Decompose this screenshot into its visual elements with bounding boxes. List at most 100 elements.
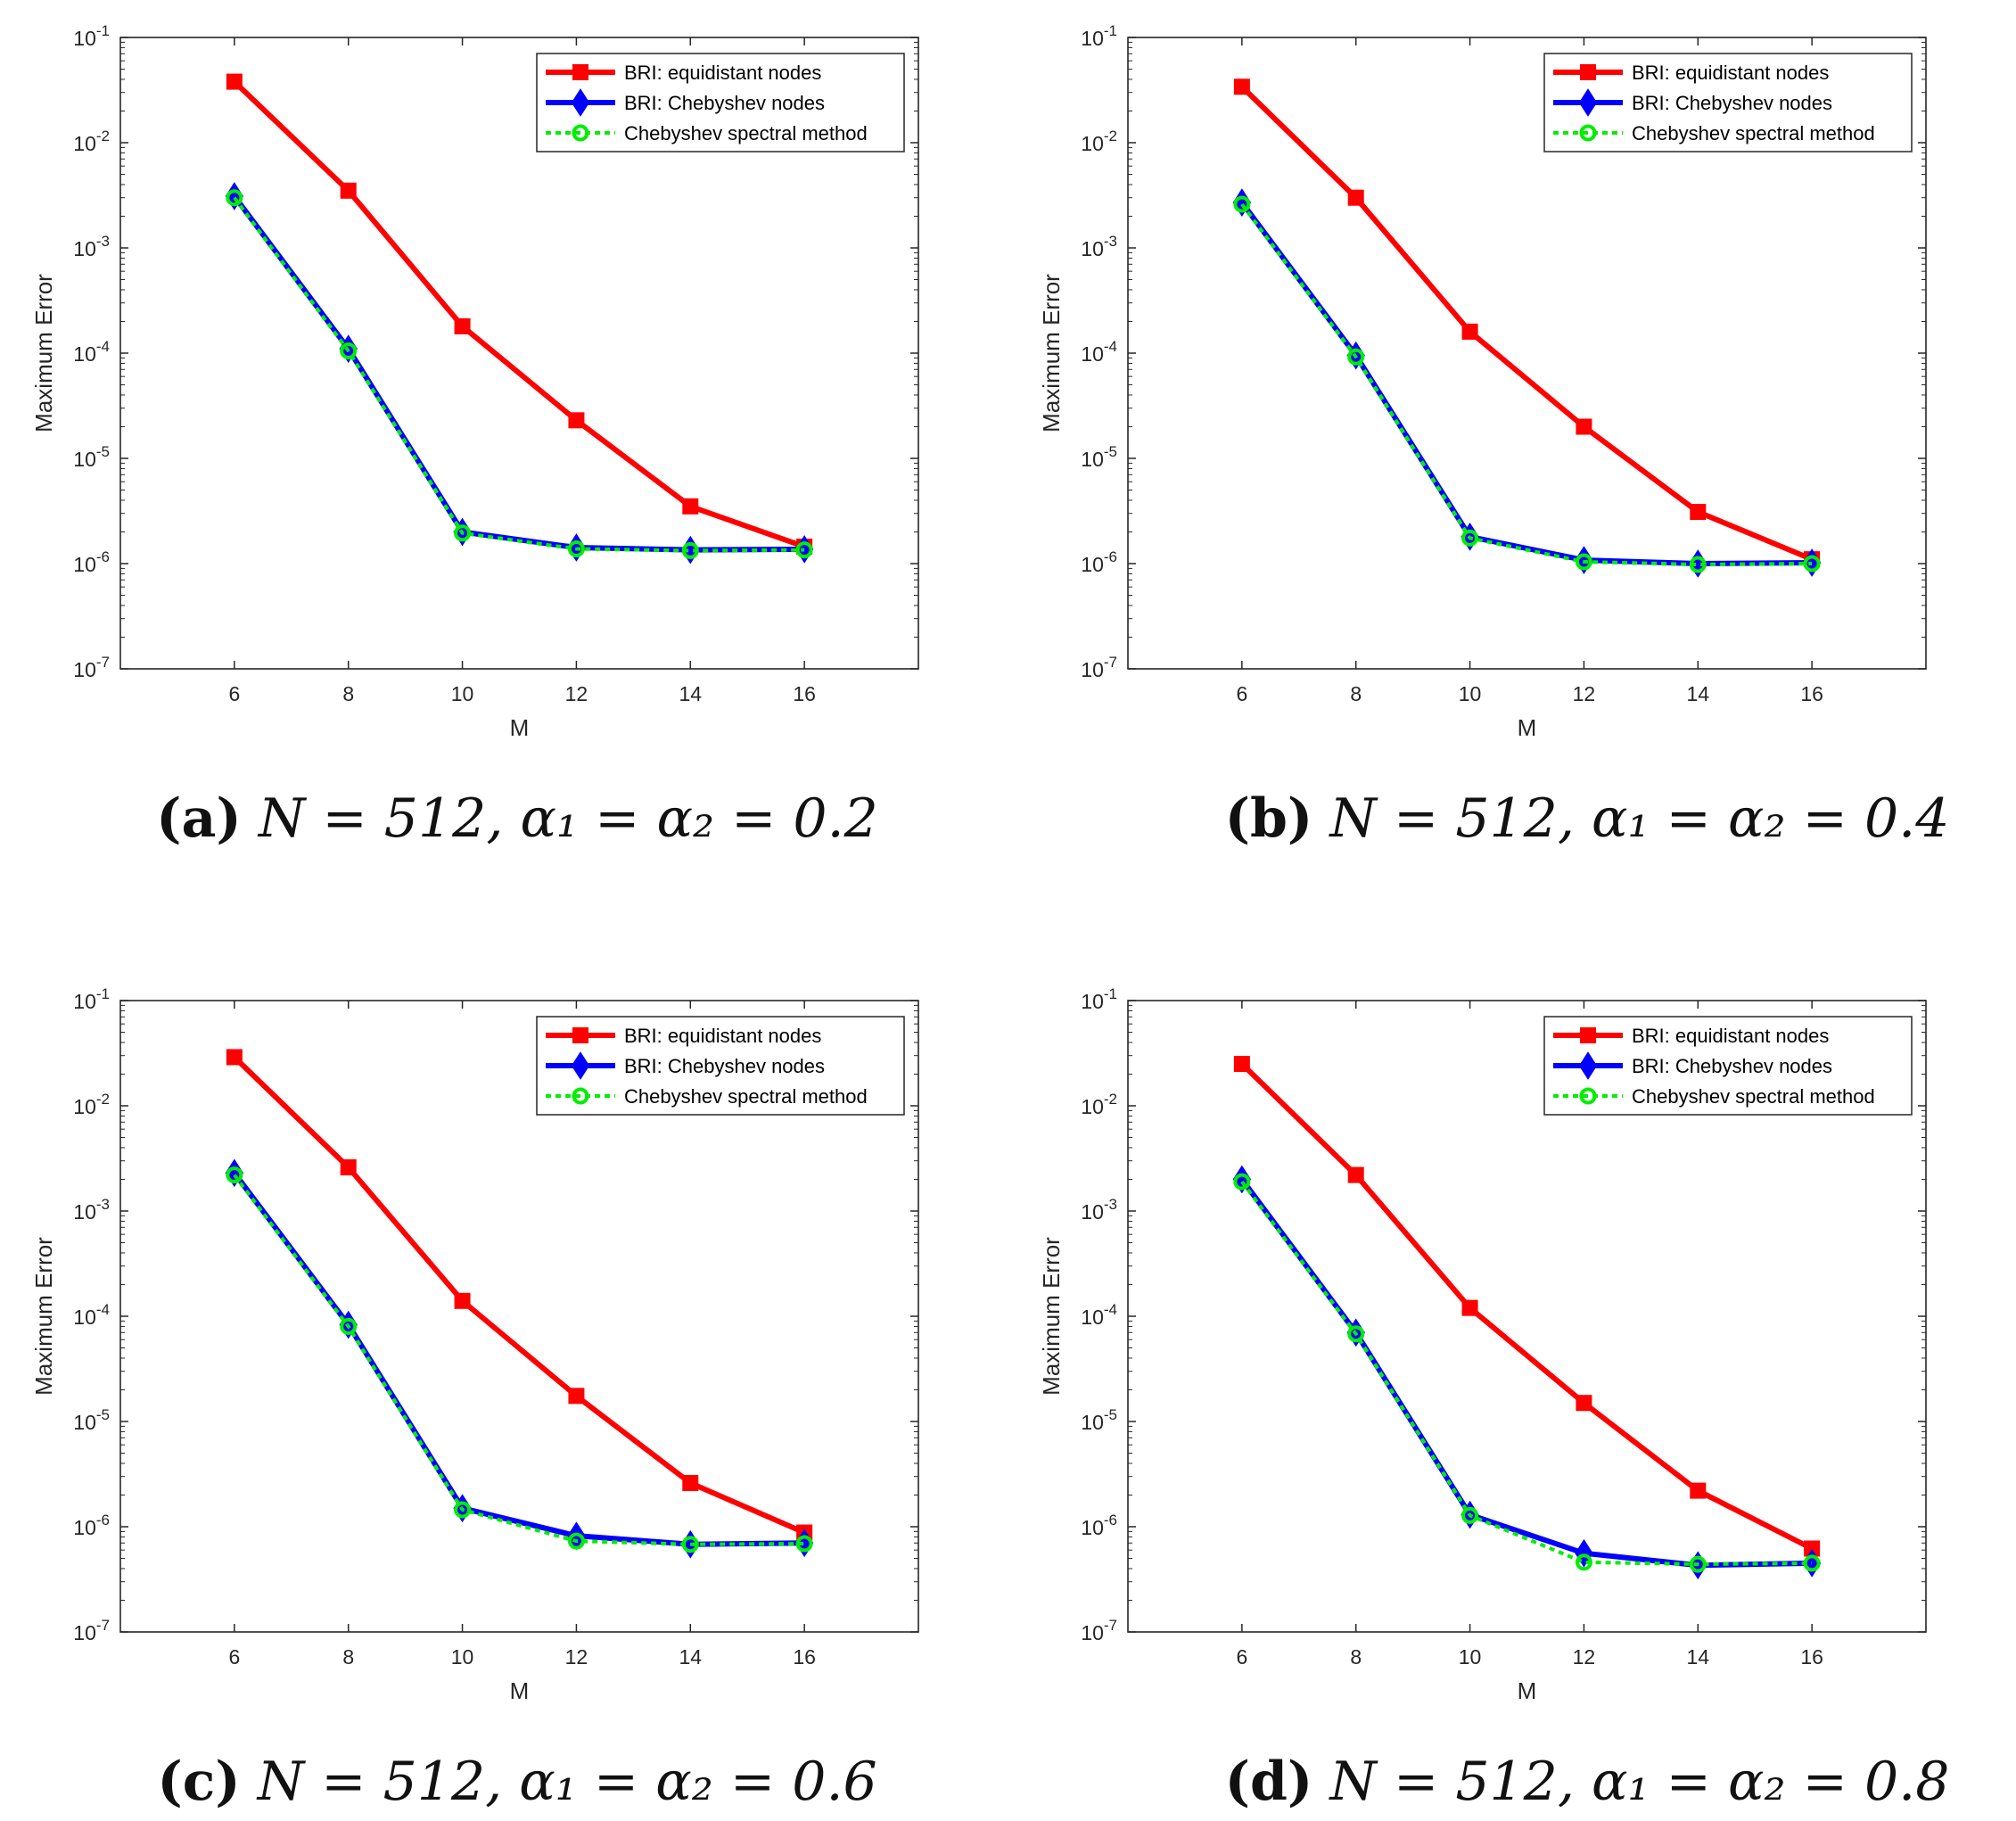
y-tick-base: 10 — [73, 990, 96, 1013]
legend-entry: Chebyshev spectral method — [624, 1085, 868, 1108]
y-tick-exponent: -6 — [96, 548, 110, 565]
x-tick-label: 10 — [1459, 1645, 1482, 1669]
series-line — [1240, 1180, 1813, 1567]
data-point — [1689, 1555, 1707, 1573]
data-point — [682, 498, 699, 515]
y-tick-label: 10-1 — [1081, 22, 1117, 50]
legend-marker — [1580, 1027, 1596, 1043]
y-tick-base: 10 — [1081, 1306, 1104, 1329]
legend-marker — [572, 1087, 589, 1105]
panel-b-chart: 10-710-610-510-410-310-210-16 8 10 12 14 16MM… — [1038, 22, 1927, 741]
x-tick-label: 6 — [228, 1645, 240, 1669]
x-tick-label: 10 — [451, 1645, 474, 1669]
data-point — [1233, 78, 1250, 95]
y-tick-base: 10 — [1081, 1200, 1104, 1224]
legend-marker — [572, 124, 589, 142]
y-tick-label: 10-3 — [1081, 1196, 1117, 1224]
data-point — [1347, 189, 1364, 206]
legend: BRI: equidistant nodes BRI: Chebyshev nod… — [1543, 53, 1913, 152]
y-tick-exponent: -5 — [1104, 443, 1117, 460]
caption-letter: (c) — [157, 1751, 241, 1813]
y-tick-base: 10 — [1081, 27, 1104, 50]
legend-marker — [571, 88, 590, 117]
x-tick-label: 8 — [342, 1645, 354, 1669]
y-tick-base: 10 — [73, 658, 96, 681]
y-tick-label: 10-6 — [73, 548, 110, 576]
series-1 — [1233, 78, 1821, 568]
y-tick-label: 10-5 — [1081, 1406, 1117, 1434]
y-tick-label: 10-3 — [73, 1196, 110, 1224]
y-tick-base: 10 — [73, 1306, 96, 1329]
legend-marker — [1579, 124, 1597, 142]
y-tick-exponent: -3 — [96, 233, 110, 250]
y-tick-label: 10-4 — [73, 1301, 110, 1329]
data-point — [568, 412, 585, 429]
axes-frame — [1127, 37, 1927, 670]
legend-marker — [572, 1027, 588, 1043]
data-point — [567, 540, 585, 557]
y-tick-base: 10 — [73, 132, 96, 155]
data-point — [1233, 195, 1251, 213]
data-point — [1576, 1395, 1592, 1412]
y-tick-base: 10 — [1081, 342, 1104, 366]
y-tick-base: 10 — [73, 1516, 96, 1539]
y-tick-exponent: -5 — [1104, 1406, 1117, 1423]
x-axis-ticks: 6 8 10 12 14 16 — [1236, 1001, 1823, 1669]
y-tick-base: 10 — [1081, 553, 1104, 576]
x-tick-label: 16 — [1800, 682, 1823, 705]
x-tick-label: 6 — [228, 682, 240, 705]
y-tick-label: 10-4 — [1081, 1301, 1117, 1329]
y-tick-label: 10-6 — [1081, 1512, 1117, 1539]
y-tick-base: 10 — [1081, 132, 1104, 155]
y-axis-label: Maximum Error — [1038, 274, 1065, 433]
y-tick-exponent: -2 — [1104, 128, 1117, 144]
data-point — [1690, 504, 1707, 521]
series-3 — [226, 189, 813, 559]
y-tick-label: 10-2 — [1081, 128, 1117, 155]
y-tick-label: 10-7 — [1081, 1617, 1117, 1644]
series-line — [1239, 1061, 1814, 1552]
y-tick-base: 10 — [73, 1200, 96, 1224]
y-tick-label: 10-1 — [1081, 985, 1117, 1013]
y-tick-exponent: -1 — [96, 985, 110, 1002]
legend-entry: Chebyshev spectral method — [1632, 122, 1875, 144]
data-point — [1461, 529, 1479, 547]
y-tick-exponent: -1 — [96, 22, 110, 39]
y-tick-exponent: -2 — [1104, 1091, 1117, 1108]
x-tick-label: 6 — [1236, 1645, 1247, 1669]
panel-b-caption: (b) N = 512, α₁ = α₂ = 0.4 — [1186, 783, 1988, 854]
series-line — [233, 1174, 805, 1546]
caption-text: N = 512, α₁ = α₂ = 0.2 — [258, 787, 878, 850]
legend-entry: BRI: Chebyshev nodes — [624, 92, 825, 114]
y-tick-exponent: -3 — [96, 1196, 110, 1213]
data-point — [1233, 1056, 1250, 1073]
data-point — [681, 1536, 699, 1553]
data-point — [795, 541, 813, 559]
x-tick-label: 14 — [1686, 682, 1709, 705]
y-tick-exponent: -7 — [96, 1617, 110, 1634]
data-point — [1575, 553, 1592, 571]
panel-a-chart: 10-710-610-510-410-310-210-16 8 10 12 14 16MM… — [30, 22, 919, 741]
y-tick-exponent: -6 — [96, 1512, 110, 1528]
legend-entry: Chebyshev spectral method — [624, 122, 868, 144]
data-point — [682, 1475, 699, 1492]
y-tick-label: 10-2 — [73, 1091, 110, 1118]
x-tick-label: 12 — [1573, 682, 1596, 705]
panel-a-caption: (a) N = 512, α₁ = α₂ = 0.2 — [116, 783, 918, 854]
x-axis-label: M — [1518, 1677, 1537, 1704]
caption-text: N = 512, α₁ = α₂ = 0.8 — [1329, 1751, 1950, 1813]
y-tick-exponent: -4 — [96, 338, 110, 355]
data-point — [1347, 1325, 1365, 1343]
series-line — [1239, 85, 1814, 562]
data-point — [454, 317, 471, 334]
x-axis-ticks: 6 8 10 12 14 16 — [228, 37, 816, 705]
x-axis-label: M — [510, 1677, 530, 1704]
data-point — [1576, 418, 1592, 435]
data-point — [454, 1292, 471, 1309]
y-tick-exponent: -1 — [1104, 985, 1117, 1002]
y-tick-base: 10 — [73, 27, 96, 50]
x-tick-label: 14 — [1686, 1645, 1709, 1669]
data-point — [1803, 555, 1821, 573]
x-axis-ticks: 6 8 10 12 14 16 — [1236, 37, 1823, 705]
legend-marker — [1578, 1051, 1598, 1080]
